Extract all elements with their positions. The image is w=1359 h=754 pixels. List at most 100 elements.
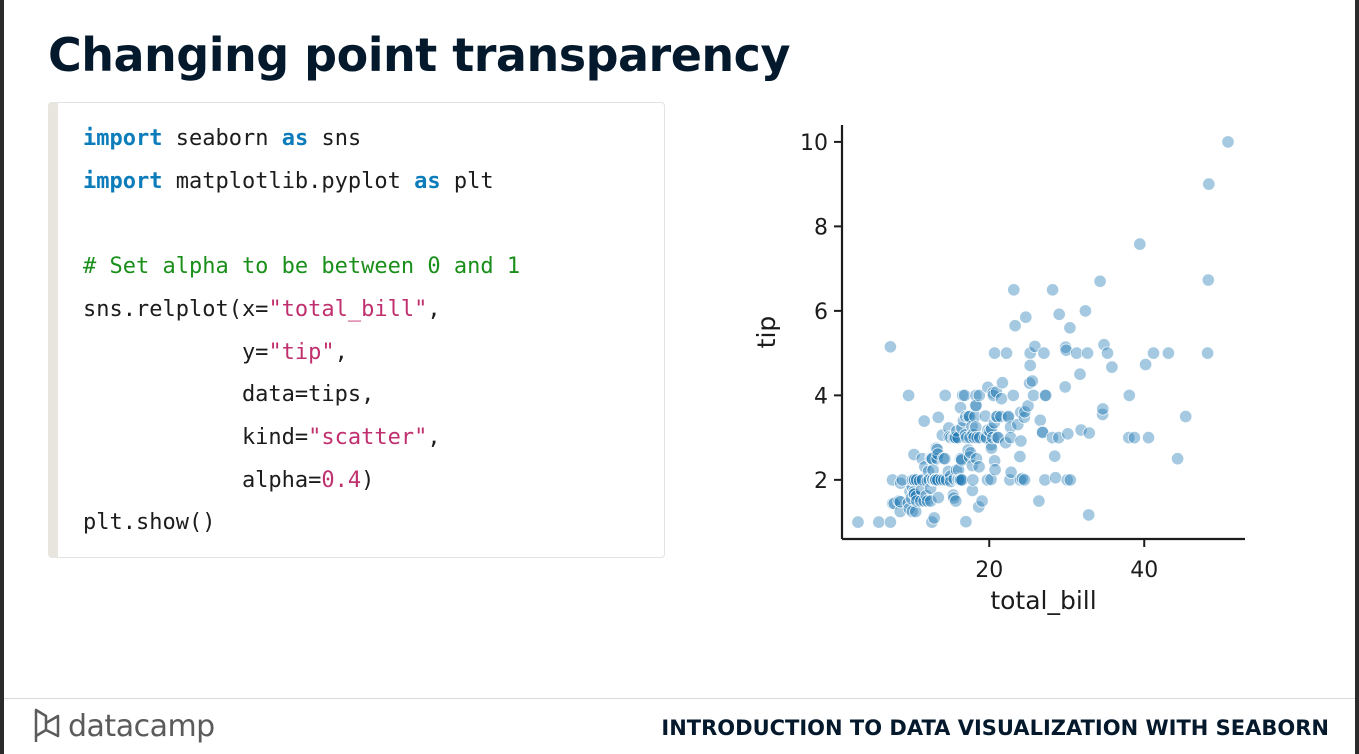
scatter-point <box>872 515 886 529</box>
scatter-point <box>1026 388 1041 402</box>
scatter-point <box>914 494 928 508</box>
code-token: # Set alpha to be between 0 and 1 <box>83 254 521 280</box>
scatter-point <box>1097 338 1111 352</box>
scatter-point <box>917 414 931 428</box>
code-token: import <box>83 168 163 194</box>
code-token: , <box>334 339 348 365</box>
code-token: kind= <box>83 424 309 450</box>
scatter-point <box>909 504 923 519</box>
scatter-point <box>969 398 983 413</box>
scatter-point <box>907 447 921 462</box>
scatter-point <box>994 409 1008 424</box>
scatter-point <box>1059 343 1073 357</box>
scatter-point <box>1073 367 1087 381</box>
scatter-point <box>1161 346 1175 360</box>
scatter-point <box>959 515 973 529</box>
scatter-point <box>1021 399 1035 413</box>
scatter-point <box>1080 346 1095 360</box>
scatter-point <box>988 463 1002 477</box>
scatter-point <box>1033 413 1047 427</box>
scatter-point <box>1028 339 1042 353</box>
scatter-point <box>1048 471 1063 485</box>
scatter-point <box>920 494 935 508</box>
code-line: import matplotlib.pyplot as plt <box>83 169 494 194</box>
scatter-point <box>1015 471 1029 486</box>
scatter-point <box>1048 449 1062 463</box>
scatter-point <box>924 494 938 508</box>
scatter-point <box>969 452 984 466</box>
scatter-point <box>1061 427 1075 441</box>
code-token: sns <box>308 126 362 151</box>
scatter-point <box>949 494 963 508</box>
code-token: "tip" <box>268 339 335 365</box>
logo-wordmark: datacamp <box>68 708 215 744</box>
scatter-point <box>1095 407 1110 421</box>
scatter-point <box>1017 473 1032 487</box>
scatter-point <box>1013 449 1027 464</box>
scatter-point <box>990 409 1004 424</box>
code-line: kind="scatter", <box>83 425 441 450</box>
scatter-point <box>972 460 986 474</box>
scatter-point <box>1045 283 1060 297</box>
course-title: INTRODUCTION TO DATA VISUALIZATION WITH … <box>661 716 1329 740</box>
scatter-point <box>938 388 952 402</box>
scatter-point <box>1138 357 1153 372</box>
scatter-point <box>1001 410 1015 424</box>
datacamp-logo-icon <box>34 708 60 742</box>
y-tick-label: 2 <box>814 469 828 494</box>
code-line: y="tip", <box>83 340 348 365</box>
scatter-point <box>973 430 987 445</box>
scatter-point <box>1200 346 1215 360</box>
code-listing: import seaborn as sns import matplotlib.… <box>83 118 520 545</box>
code-token: as <box>414 168 441 194</box>
scatter-chart: 2 4 6 8 10 20 40 total_bill tip <box>740 110 1260 634</box>
scatter-point <box>931 447 945 461</box>
scatter-point <box>925 515 939 529</box>
scatter-point <box>1170 452 1185 466</box>
y-tick-label: 10 <box>800 131 828 156</box>
code-token: "scatter" <box>308 424 428 450</box>
scatter-point <box>902 388 916 402</box>
scatter-point <box>1001 409 1016 424</box>
scatter-point <box>927 511 941 525</box>
scatter-point <box>955 453 969 467</box>
scatter-point <box>1060 473 1074 487</box>
scatter-point <box>1037 346 1051 360</box>
scatter-point <box>969 388 983 402</box>
x-tick-label: 20 <box>975 558 1003 583</box>
code-line: sns.relplot(x="total_bill", <box>83 297 441 322</box>
scatter-point <box>955 473 969 487</box>
scatter-point <box>1074 423 1088 437</box>
scatter-point <box>1014 434 1028 448</box>
scatter-point <box>958 388 972 402</box>
scatter-point <box>999 346 1014 360</box>
scatter-point <box>965 483 979 497</box>
scatter-point <box>1082 508 1096 522</box>
scatter-point <box>1105 360 1119 374</box>
scatter-point <box>938 452 952 466</box>
code-token: import <box>83 126 163 151</box>
scatter-point <box>988 346 1002 360</box>
scatter-point <box>1019 310 1033 324</box>
scatter-point <box>968 409 982 424</box>
scatter-point <box>1078 304 1092 318</box>
scatter-point <box>972 388 986 402</box>
scatter-point <box>1133 237 1147 251</box>
code-line: alpha=0.4) <box>83 468 374 493</box>
scatter-point <box>1013 473 1027 487</box>
scatter-point <box>1003 420 1018 434</box>
scatter-point <box>975 494 989 508</box>
code-line: plt.show() <box>83 510 215 535</box>
code-line: data=tips, <box>83 382 374 407</box>
scatter-point <box>1025 374 1039 388</box>
code-token: plt <box>440 168 494 194</box>
y-tick-label: 4 <box>814 384 828 409</box>
x-axis-label: total_bill <box>990 586 1096 615</box>
scatter-point <box>1141 430 1156 445</box>
scatter-point <box>989 385 1003 399</box>
scatter-point <box>931 490 945 505</box>
scatter-point <box>1100 346 1115 360</box>
scatter-point <box>1082 426 1096 440</box>
scatter-point <box>1201 273 1215 287</box>
scatter-point <box>984 441 999 455</box>
